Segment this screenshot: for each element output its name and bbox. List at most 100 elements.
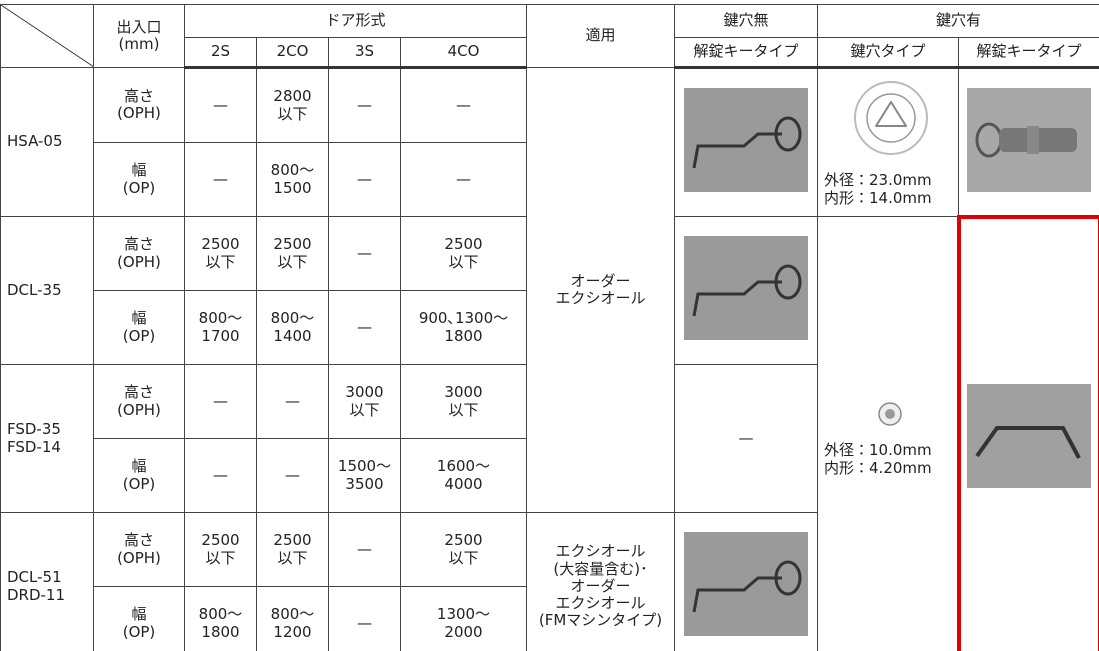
no-keyhole-header: 鍵穴無 [674,4,819,38]
cell-line: 高さ [123,86,154,105]
size-cell: 2500 以下 [184,512,257,587]
size-cell: 800～ 1400 [256,290,329,365]
size-cell: 2500 以下 [256,512,329,587]
header-row: 2S 2CO 3S 4CO 解錠キータイプ 鍵穴タイプ 解錠キータイプ [1,37,1099,69]
cell-line: FSD-14 [7,437,61,456]
model-cell: DCL-51 DRD-11 [0,512,94,651]
size-cell: — [328,290,401,365]
size-cell: 900､1300～ 1800 [399,290,528,365]
cell-line: 高さ [123,383,154,402]
size-cell: — [256,438,329,513]
spec-table: 出入口 (mm) ドア形式 適用 鍵穴無 鍵穴有 2S 2CO 3S 4CO 解錠キータイプ 鍵穴タイ… [0,4,1099,651]
cell-line: 出入口 [116,17,162,36]
corner-cell [0,4,94,68]
data-row: 幅 (OP) — —1500～ 3500 1600～ 4000 [1,438,1099,513]
size-cell: 1500～ 3500 [328,438,401,513]
no-key-cell: — [674,364,819,513]
keyhole-image [854,81,929,156]
data-row: HSA-05 高さ (OPH) —2800 以下 — — オーダー エクシオール 外径：23.… [0,67,1099,513]
cell-line: DCL-51 [7,568,62,587]
keyhole-image [878,402,903,426]
dimension-cell: 幅 (OP) [93,142,185,217]
model-cell: HSA-05 [0,67,94,217]
cell-line: 幅 [131,605,147,624]
key-image-cell [674,67,819,217]
size-cell: 3000 以下 [328,364,401,439]
dimension-cell: 高さ (OPH) [93,67,185,143]
size-cell: — [328,512,401,587]
door-type: 3S [328,37,401,69]
data-row: 幅 (OP) 800～ 1700 800～ 1400—900､1300～ 1800 [1,290,1099,365]
data-row: FSD-35 FSD-14 高さ (OPH) — —3000 以下 3000 以下 — [0,364,1099,513]
size-cell: 3000 以下 [399,364,528,439]
size-cell: 1600～ 4000 [399,438,528,513]
cell-line: (OP) [122,622,156,641]
application-header: 適用 [526,4,676,68]
cell-line: 幅 [131,457,147,476]
size-cell: 800～ 1500 [256,142,329,217]
key-image [967,87,1092,192]
door-type: 4CO [399,37,528,69]
key-image-cell [958,67,1099,217]
column-header: 解錠キータイプ [674,37,819,69]
cell-line: 内形：14.0mm [824,188,932,207]
key-image [967,384,1092,489]
column-header: 解錠キータイプ [958,37,1099,69]
size-cell: — [399,142,528,217]
page: 出入口 (mm) ドア形式 適用 鍵穴無 鍵穴有 2S 2CO 3S 4CO 解錠キータイプ 鍵穴タイ… [0,4,1099,651]
cell-line: DRD-11 [7,585,66,604]
dimension-cell: 幅 (OP) [93,290,185,365]
size-cell: — [184,438,257,513]
size-cell: — [328,586,401,651]
cell-line: HSA-05 [7,132,63,151]
cell-line: 内形：4.20mm [824,458,932,477]
size-cell: 2800 以下 [256,67,329,143]
key-image [684,532,809,637]
data-row: 幅 (OP) 800～ 1800 800～ 1200—1300～ 2000 [1,586,1099,651]
cell-line: (OP) [122,178,156,197]
header-row: 出入口 (mm) ドア形式 適用 鍵穴無 鍵穴有 [0,4,1099,68]
size-cell: 2500 以下 [399,512,528,587]
dimension-cell: 高さ (OPH) [93,364,185,439]
model-cell: FSD-35 FSD-14 [0,364,94,513]
size-cell: 2500 以下 [399,216,528,291]
cell-line: (OP) [122,326,156,345]
keyhole-cell: 外径：23.0mm 内形：14.0mm [817,67,960,217]
cell-line: FSD-35 [7,420,61,439]
size-cell: — [328,142,401,217]
size-cell: — [328,216,401,291]
keyhole-cell: 外径：10.0mm 内形：4.20mm [817,216,960,651]
keyhole-header: 鍵穴有 [817,4,1099,38]
application-cell: オーダー エクシオール [526,67,676,513]
size-cell: 2500 以下 [184,216,257,291]
door-type: 2CO [256,37,329,69]
door-type-header: ドア形式 [183,4,528,38]
size-cell: 800～ 1200 [256,586,329,651]
size-cell: — [399,67,528,143]
keyhole-icon [824,78,958,162]
cell-line: (OPH) [117,252,161,271]
key-image [684,236,809,341]
diagonal [1,5,94,67]
entrance-header: 出入口 (mm) [93,4,185,68]
data-row: DCL-35 高さ (OPH) 2500 以下 2500 以下 —2500 以下 外径：10… [0,214,1099,651]
dimension-cell: 高さ (OPH) [93,216,185,291]
key-image-cell [956,214,1099,651]
size-cell: — [184,67,257,143]
cell-line: 幅 [131,161,147,180]
key-image-cell [674,512,819,651]
cell-line: DCL-35 [7,280,62,299]
size-cell: 1300～ 2000 [399,586,528,651]
key-image [684,88,809,193]
size-cell: — [328,67,401,143]
door-type: 2S [184,37,257,69]
cell-line: 外径：10.0mm [824,441,932,460]
size-cell: 800～ 1800 [184,586,257,651]
size-cell: — [256,364,329,439]
data-row: DCL-51 DRD-11 高さ (OPH) 2500 以下 2500 以下 —2500 以… [0,512,1099,651]
cell-line: 高さ [123,235,154,254]
dimension-cell: 幅 (OP) [93,586,185,651]
dimension-cell: 高さ (OPH) [93,512,185,587]
size-cell: — [184,364,257,439]
cell-line: (OP) [122,474,156,493]
